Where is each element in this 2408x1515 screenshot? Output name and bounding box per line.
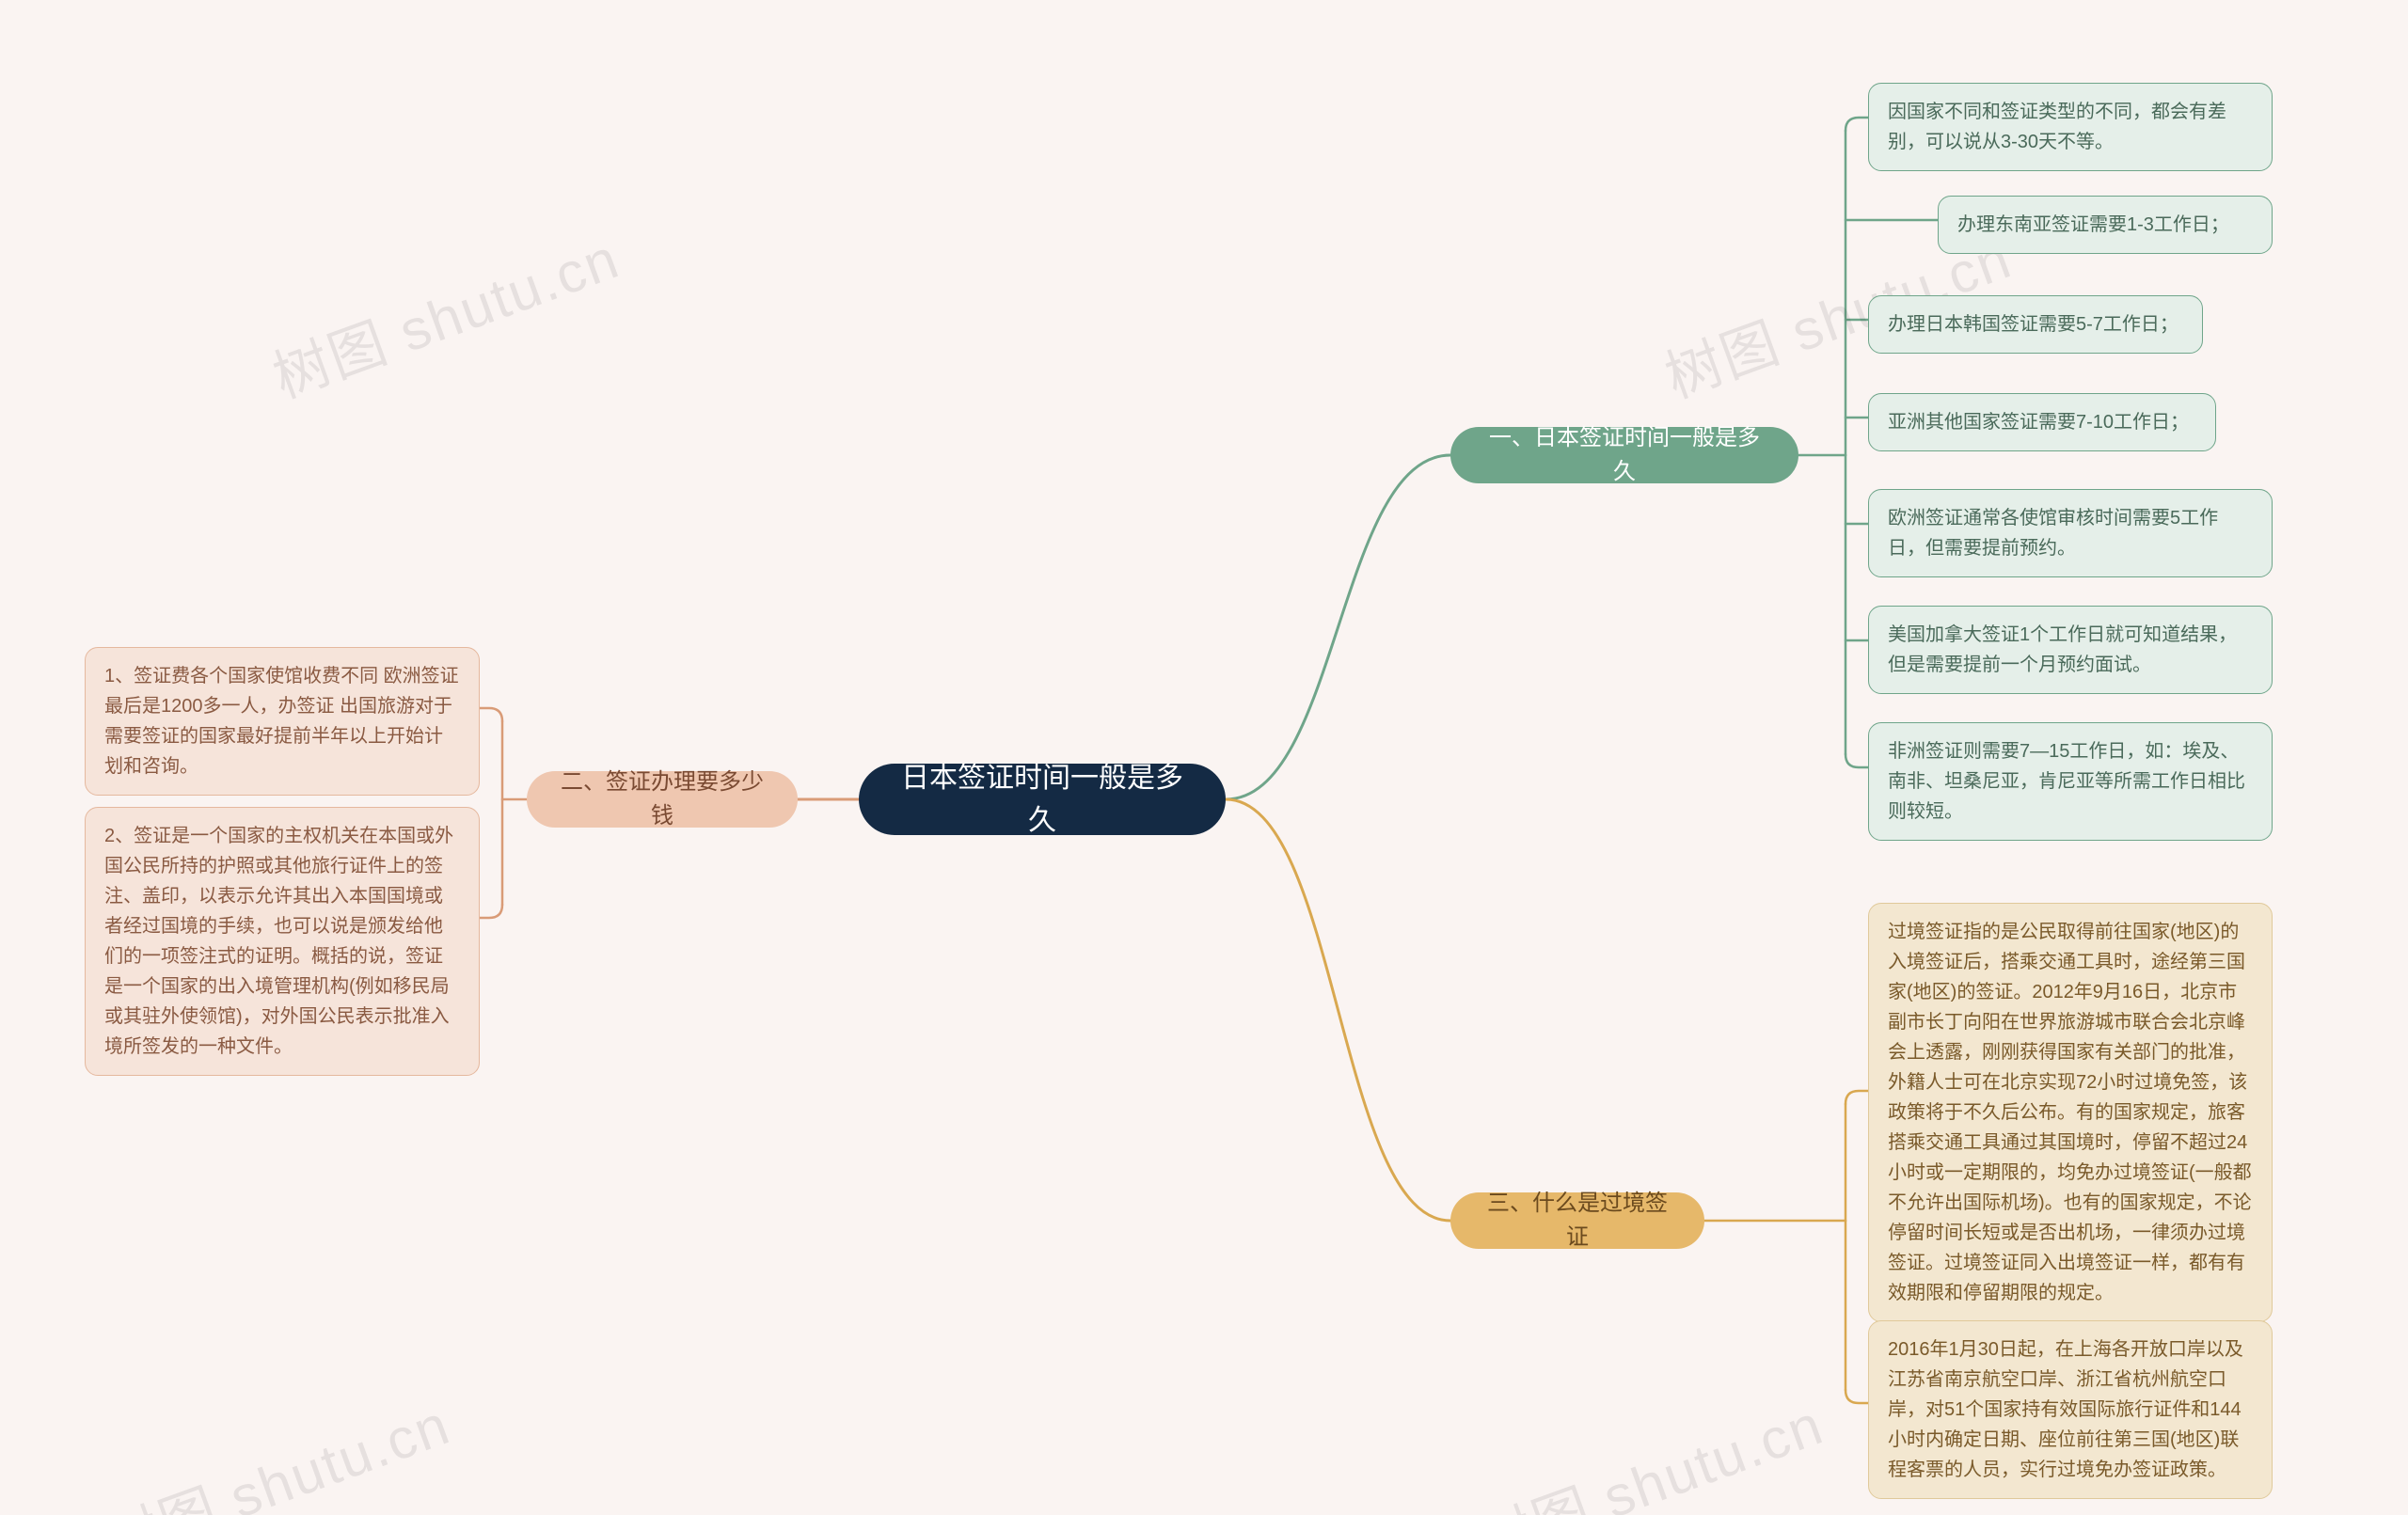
watermark: 树图 shutu.cn (1465, 1380, 1833, 1515)
leaf-node[interactable]: 办理日本韩国签证需要5-7工作日； (1868, 295, 2203, 354)
leaf-node[interactable]: 非洲签证则需要7—15工作日，如：埃及、南非、坦桑尼亚，肯尼亚等所需工作日相比则… (1868, 722, 2273, 841)
watermark: 树图 shutu.cn (91, 1380, 460, 1515)
leaf-node[interactable]: 欧洲签证通常各使馆审核时间需要5工作日，但需要提前预约。 (1868, 489, 2273, 577)
leaf-node[interactable]: 亚洲其他国家签证需要7-10工作日； (1868, 393, 2216, 451)
leaf-node[interactable]: 因国家不同和签证类型的不同，都会有差别，可以说从3-30天不等。 (1868, 83, 2273, 171)
mindmap-canvas: 树图 shutu.cn树图 shutu.cn树图 shutu.cn树图 shut… (0, 0, 2408, 1515)
leaf-node[interactable]: 2、签证是一个国家的主权机关在本国或外国公民所持的护照或其他旅行证件上的签注、盖… (85, 807, 480, 1076)
branch-node[interactable]: 一、日本签证时间一般是多久 (1450, 427, 1798, 483)
leaf-node[interactable]: 美国加拿大签证1个工作日就可知道结果，但是需要提前一个月预约面试。 (1868, 606, 2273, 694)
branch-node[interactable]: 三、什么是过境签证 (1450, 1192, 1704, 1249)
leaf-node[interactable]: 过境签证指的是公民取得前往国家(地区)的入境签证后，搭乘交通工具时，途经第三国家… (1868, 903, 2273, 1322)
branch-node[interactable]: 二、签证办理要多少钱 (527, 771, 798, 828)
leaf-node[interactable]: 1、签证费各个国家使馆收费不同 欧洲签证最后是1200多一人，办签证 出国旅游对… (85, 647, 480, 796)
leaf-node[interactable]: 办理东南亚签证需要1-3工作日； (1938, 196, 2273, 254)
root-node[interactable]: 日本签证时间一般是多久 (859, 764, 1226, 835)
watermark: 树图 shutu.cn (261, 213, 629, 415)
leaf-node[interactable]: 2016年1月30日起，在上海各开放口岸以及江苏省南京航空口岸、浙江省杭州航空口… (1868, 1320, 2273, 1499)
